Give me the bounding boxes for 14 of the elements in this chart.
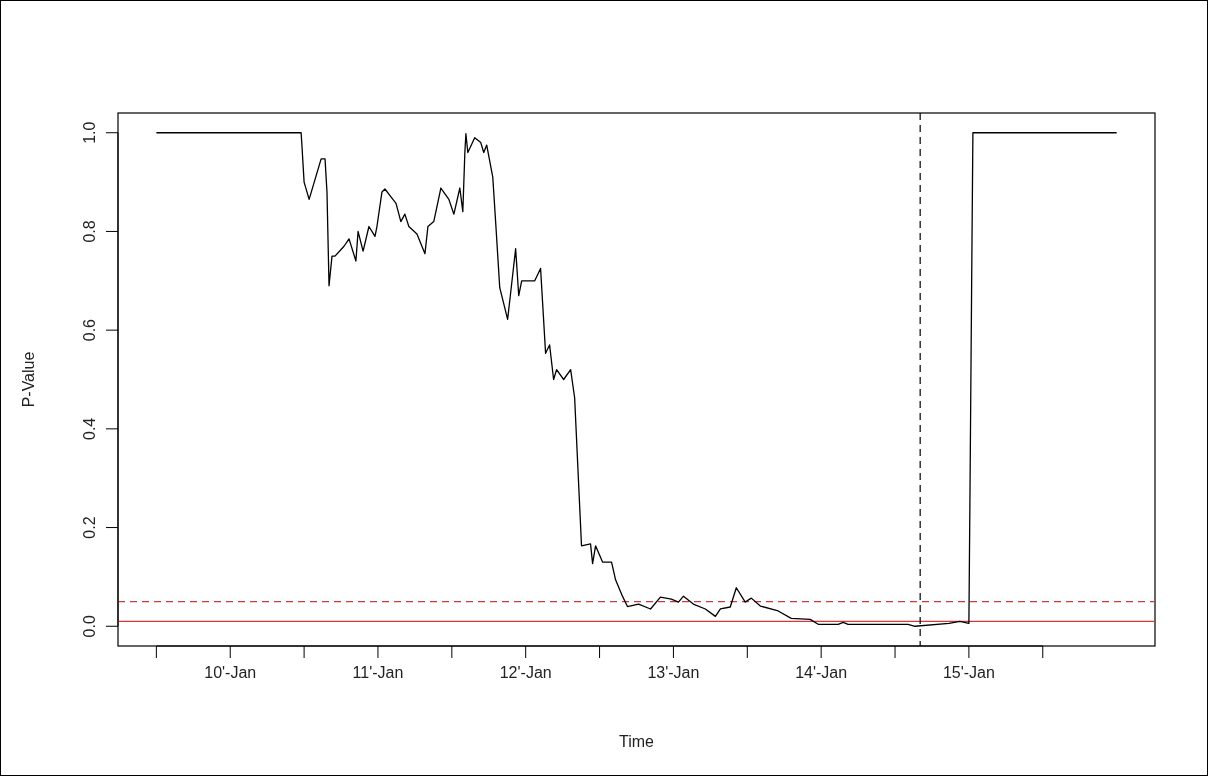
x-tick-label: 11'-Jan xyxy=(352,664,404,682)
x-tick-label: 14'-Jan xyxy=(795,664,848,682)
x-tick-label: 12'-Jan xyxy=(499,664,552,682)
y-tick-label: 0.4 xyxy=(81,417,99,440)
y-tick-label: 0.8 xyxy=(81,220,99,243)
x-tick-label: 15'-Jan xyxy=(942,664,995,682)
y-tick-label: 0.6 xyxy=(81,318,99,342)
x-tick-label: 13'-Jan xyxy=(647,664,700,682)
y-axis-title: P-Value xyxy=(20,351,38,408)
y-tick-label: 1.0 xyxy=(81,121,99,144)
x-axis-title: Time xyxy=(619,733,655,751)
x-tick-label: 10'-Jan xyxy=(204,664,257,682)
y-tick-label: 0.2 xyxy=(81,516,99,539)
y-tick-label: 0.0 xyxy=(81,615,99,638)
